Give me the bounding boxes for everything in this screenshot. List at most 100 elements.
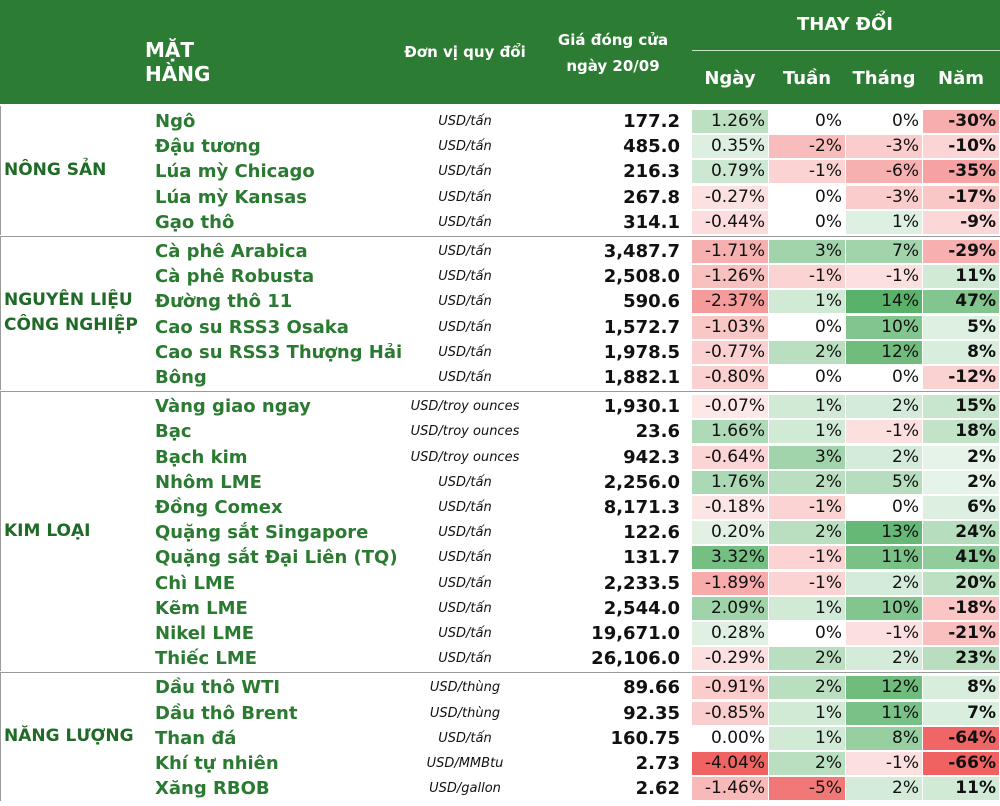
close-price: 1,930.1: [603, 396, 680, 418]
change-week-cell: 1%: [769, 726, 846, 750]
group-divider: [0, 672, 1000, 674]
table-row: Cà phê Arabica USD/tấn 3,487.7 -1.71% 3% 7% -2…: [0, 239, 1000, 264]
change-week-cell: -1%: [769, 571, 846, 595]
close-price: 2,256.0: [603, 471, 680, 493]
unit-label: USD/tấn: [438, 651, 492, 667]
commodity-name: Than đá: [155, 727, 237, 749]
commodity-name: Quặng sắt Đại Liên (TQ): [155, 547, 398, 569]
commodity-name: Dầu thô WTI: [155, 677, 281, 699]
header-item: MẶT HÀNG: [145, 38, 211, 86]
header-price-line2: ngày 20/09: [566, 57, 660, 75]
change-year-cell: -12%: [923, 366, 1000, 389]
commodity-name: Xăng RBOB: [155, 778, 270, 800]
close-price: 3,487.7: [603, 241, 680, 262]
unit-label: USD/tấn: [438, 344, 492, 360]
close-price: 26,106.0: [591, 648, 680, 670]
change-week-cell: 1%: [769, 290, 846, 314]
commodity-name: Bạc: [155, 421, 192, 443]
change-month-cell: 13%: [846, 521, 923, 545]
unit-label: USD/tấn: [438, 474, 492, 490]
table-row: Thiếc LME USD/tấn 26,106.0 -0.29% 2% 2% 23%: [0, 646, 1000, 671]
change-year-cell: -64%: [923, 726, 1000, 750]
change-day-cell: -2.37%: [692, 290, 769, 314]
close-price: 1,978.5: [603, 341, 680, 363]
group-label: KIM LOẠI: [4, 519, 91, 544]
commodity-name: Vàng giao ngay: [155, 396, 311, 418]
close-price: 23.6: [635, 421, 680, 443]
change-day-cell: -1.89%: [692, 571, 769, 595]
change-year-cell: 11%: [923, 265, 1000, 289]
change-day-cell: -1.71%: [692, 240, 769, 263]
change-year-cell: 41%: [923, 546, 1000, 570]
table-row: Dầu thô WTI USD/thùng 89.66 -0.91% 2% 12% 8%: [0, 675, 1000, 700]
table-row: Vàng giao ngay USD/troy ounces 1,930.1 -0.0…: [0, 394, 1000, 419]
unit-label: USD/tấn: [438, 525, 492, 541]
change-day-cell: -1.03%: [692, 315, 769, 339]
table-header: MẶT HÀNG Đơn vị quy đổi Giá đóng cửa ngày…: [0, 0, 1000, 104]
change-year-cell: -29%: [923, 240, 1000, 263]
change-day-cell: -0.85%: [692, 701, 769, 725]
table-row: Lúa mỳ Kansas USD/tấn 267.8 -0.27% 0% -3% -17%: [0, 185, 1000, 210]
change-day-cell: 0.28%: [692, 622, 769, 645]
change-month-cell: 10%: [846, 315, 923, 339]
unit-label: USD/tấn: [438, 626, 492, 641]
change-week-cell: 0%: [769, 622, 846, 645]
change-year-cell: -18%: [923, 596, 1000, 620]
close-price: 19,671.0: [591, 623, 680, 644]
table-row: Bạc USD/troy ounces 23.6 1.66% 1% -1% 18%: [0, 419, 1000, 444]
header-price: Giá đóng cửa ngày 20/09: [548, 27, 678, 79]
change-year-cell: 18%: [923, 420, 1000, 444]
commodity-name: Gạo thô: [155, 211, 235, 233]
table-row: Đồng Comex USD/tấn 8,171.3 -0.18% -1% 0% 6%: [0, 495, 1000, 520]
change-month-cell: 12%: [846, 676, 923, 700]
unit-label: USD/tấn: [438, 500, 492, 515]
change-month-cell: 11%: [846, 546, 923, 570]
group-label: NGUYÊN LIỆU CÔNG NGHIỆP: [4, 288, 138, 338]
change-year-cell: 6%: [923, 496, 1000, 519]
table-row: Ngô USD/tấn 177.2 1.26% 0% 0% -30%: [0, 109, 1000, 134]
change-year-cell: 15%: [923, 395, 1000, 419]
group-label-line: CÔNG NGHIỆP: [4, 315, 138, 336]
commodity-name: Kẽm LME: [155, 597, 248, 619]
table-row: Cao su RSS3 Thượng Hải USD/tấn 1,978.5 -0.7…: [0, 340, 1000, 365]
change-year-cell: 8%: [923, 340, 1000, 364]
change-month-cell: -1%: [846, 265, 923, 289]
group-border: [0, 236, 1, 391]
change-month-cell: 12%: [846, 340, 923, 364]
change-month-cell: 2%: [846, 445, 923, 469]
change-year-cell: 5%: [923, 315, 1000, 339]
close-price: 314.1: [623, 211, 680, 233]
unit-label: USD/tấn: [438, 244, 492, 259]
header-change: THAY ĐỔI: [797, 14, 893, 35]
unit-label: USD/thùng: [429, 680, 501, 696]
change-month-cell: 2%: [846, 647, 923, 671]
table-row: Quặng sắt Singapore USD/tấn 122.6 0.20% 2% 13…: [0, 520, 1000, 545]
unit-label: USD/troy ounces: [410, 449, 520, 465]
unit-label: USD/tấn: [438, 269, 492, 285]
change-day-cell: 1.26%: [692, 110, 769, 133]
change-week-cell: -1%: [769, 160, 846, 184]
unit-label: USD/tấn: [438, 139, 492, 155]
commodity-name: Cà phê Robusta: [155, 266, 315, 288]
close-price: 216.3: [623, 161, 680, 183]
change-week-cell: -1%: [769, 265, 846, 289]
table-row: Nhôm LME USD/tấn 2,256.0 1.76% 2% 5% 2%: [0, 470, 1000, 495]
table-row: Chì LME USD/tấn 2,233.5 -1.89% -1% 2% 20%: [0, 571, 1000, 596]
change-week-cell: 0%: [769, 110, 846, 133]
change-week-cell: -2%: [769, 135, 846, 159]
change-year-cell: 7%: [923, 701, 1000, 725]
commodity-name: Chì LME: [155, 572, 236, 594]
header-day: Ngày: [704, 68, 756, 89]
change-week-cell: 3%: [769, 240, 846, 263]
unit-label: USD/tấn: [438, 370, 492, 385]
change-year-cell: -30%: [923, 110, 1000, 133]
unit-label: USD/gallon: [429, 781, 501, 797]
change-day-cell: -0.29%: [692, 647, 769, 671]
commodity-name: Quặng sắt Singapore: [155, 522, 369, 544]
change-year-cell: -35%: [923, 160, 1000, 184]
commodity-name: Dầu thô Brent: [155, 702, 298, 724]
change-year-cell: 11%: [923, 777, 1000, 801]
change-month-cell: 8%: [846, 726, 923, 750]
change-day-cell: -4.04%: [692, 752, 769, 775]
change-month-cell: -6%: [846, 160, 923, 184]
